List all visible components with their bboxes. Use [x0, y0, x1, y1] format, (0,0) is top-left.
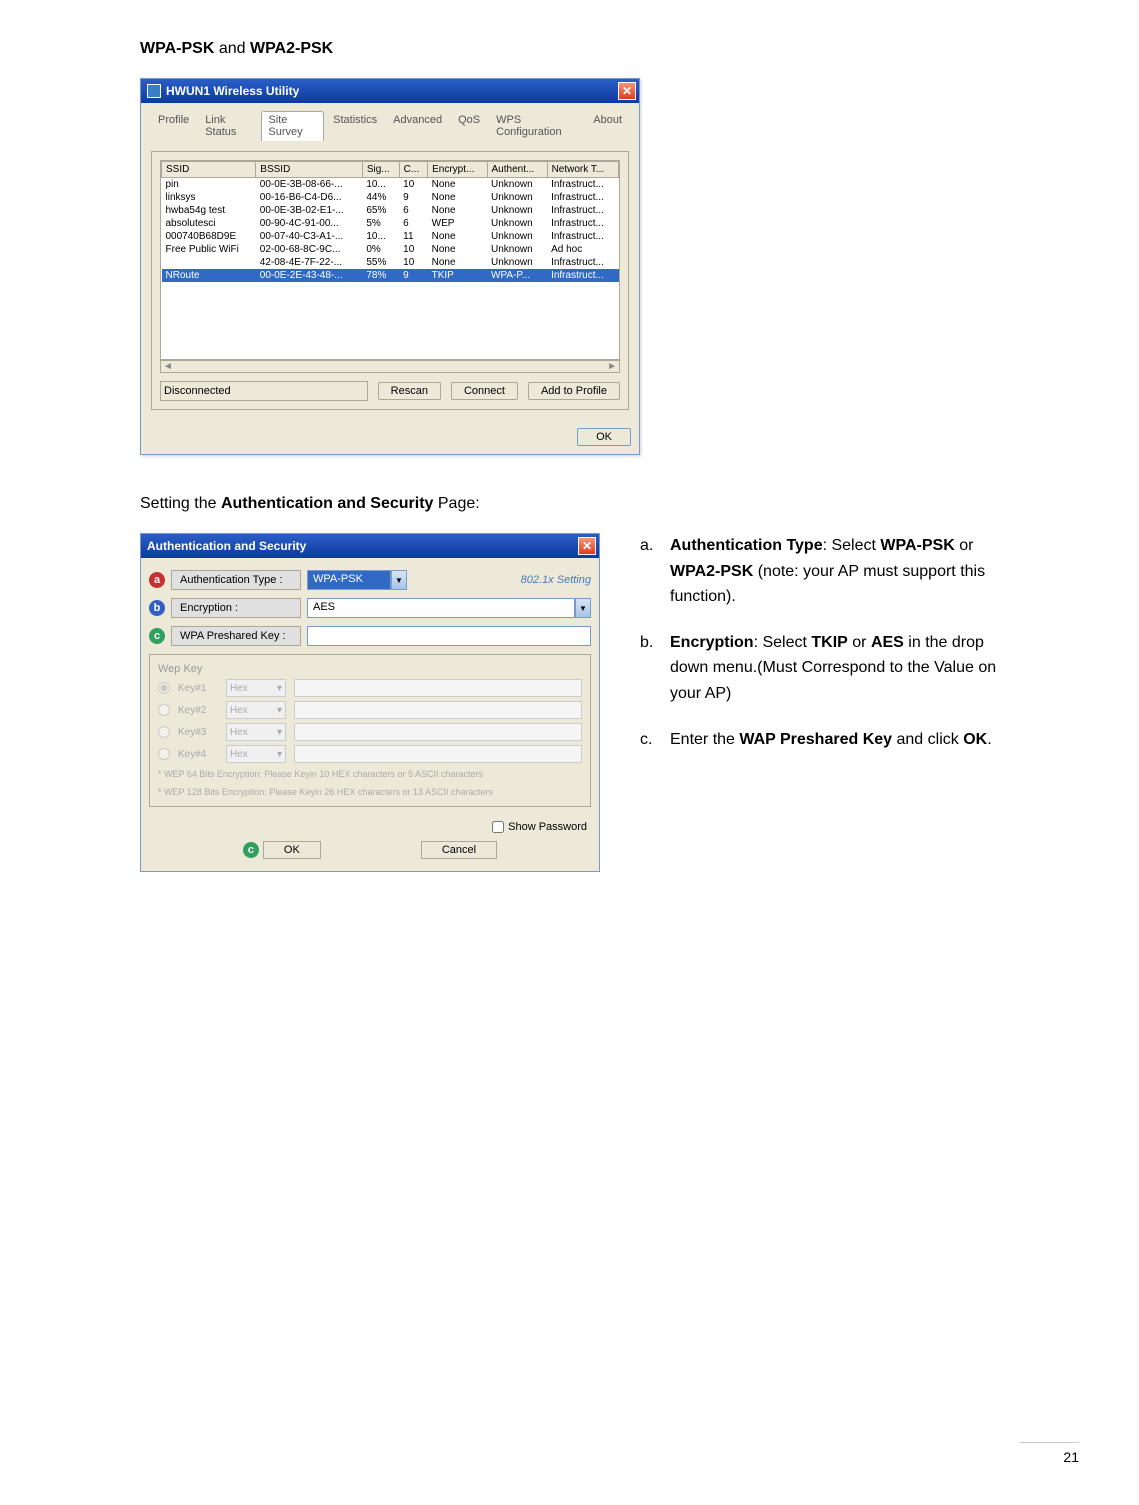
subtitle: Setting the Authentication and Security …: [140, 495, 999, 513]
close-button[interactable]: ✕: [618, 82, 636, 100]
section-title: WPA-PSK and WPA2-PSK: [140, 40, 999, 58]
wep-key-row: Key#3 Hex▾: [158, 723, 582, 741]
wep-key-label: Key#3: [178, 727, 218, 738]
window-icon: [147, 84, 161, 98]
auth-window-title: Authentication and Security: [147, 539, 306, 553]
tab-link-status[interactable]: Link Status: [198, 111, 259, 141]
table-row[interactable]: absolutesci00-90-4C-91-00...5%6WEPUnknow…: [162, 217, 619, 230]
rescan-button[interactable]: Rescan: [378, 382, 441, 400]
ok-button[interactable]: OK: [577, 428, 631, 446]
table-row[interactable]: linksys00-16-B6-C4-D6...44%9NoneUnknownI…: [162, 191, 619, 204]
col-encrypt[interactable]: Encrypt...: [428, 162, 487, 178]
connect-button[interactable]: Connect: [451, 382, 518, 400]
auth-cancel-button[interactable]: Cancel: [421, 841, 497, 859]
preshared-key-input[interactable]: [307, 626, 591, 646]
wep-hint-2: * WEP 128 Bits Encryption: Please Keyin …: [158, 787, 582, 799]
window-title: HWUN1 Wireless Utility: [166, 84, 299, 98]
instruction-b: b. Encryption: Select TKIP or AES in the…: [640, 630, 999, 707]
encryption-label: Encryption :: [171, 598, 301, 618]
table-row[interactable]: Free Public WiFi02-00-68-8C-9C...0%10Non…: [162, 243, 619, 256]
auth-type-value[interactable]: WPA-PSK: [307, 570, 391, 590]
tab-advanced[interactable]: Advanced: [386, 111, 449, 141]
tab-about[interactable]: About: [586, 111, 629, 141]
wireless-utility-window: HWUN1 Wireless Utility ✕ Profile Link St…: [140, 78, 640, 455]
auth-type-dropdown-arrow[interactable]: ▼: [391, 570, 407, 590]
wep-key-input: [294, 745, 582, 763]
wep-type-select: Hex▾: [226, 701, 286, 719]
title-bold-2: WPA2-PSK: [250, 40, 333, 57]
wep-radio: [158, 704, 170, 716]
wep-key-row: Key#1 Hex▾: [158, 679, 582, 697]
col-signal[interactable]: Sig...: [362, 162, 399, 178]
wep-key-label: Key#4: [178, 749, 218, 760]
preshared-key-label: WPA Preshared Key :: [171, 626, 301, 646]
instructions: a. Authentication Type: Select WPA-PSK o…: [640, 533, 999, 772]
titlebar: HWUN1 Wireless Utility ✕: [141, 79, 639, 103]
auth-titlebar: Authentication and Security ✕: [141, 534, 599, 558]
scroll-left-icon[interactable]: ◄: [163, 361, 173, 372]
wep-key-input: [294, 679, 582, 697]
tab-site-survey[interactable]: Site Survey: [261, 111, 324, 141]
tab-profile[interactable]: Profile: [151, 111, 196, 141]
add-to-profile-button[interactable]: Add to Profile: [528, 382, 620, 400]
marker-b: b: [149, 600, 165, 616]
wep-key-row: Key#2 Hex▾: [158, 701, 582, 719]
tab-qos[interactable]: QoS: [451, 111, 487, 141]
encryption-value[interactable]: AES: [307, 598, 575, 618]
show-password-label: Show Password: [508, 821, 587, 833]
page-number: 21: [1019, 1442, 1079, 1465]
title-bold-1: WPA-PSK: [140, 40, 214, 57]
wep-radio: [158, 748, 170, 760]
wep-type-select: Hex▾: [226, 745, 286, 763]
link-8021x: 802.1x Setting: [521, 574, 591, 586]
wep-type-select: Hex▾: [226, 723, 286, 741]
show-password-checkbox[interactable]: [492, 821, 504, 833]
wep-key-input: [294, 723, 582, 741]
wep-hint-1: * WEP 64 Bits Encryption: Please Keyin 1…: [158, 769, 582, 781]
auth-close-button[interactable]: ✕: [578, 537, 596, 555]
table-row[interactable]: 000740B68D9E00-07-40-C3-A1-...10...11Non…: [162, 230, 619, 243]
scroll-bar[interactable]: ◄ ►: [160, 360, 620, 373]
auth-security-window: Authentication and Security ✕ a Authenti…: [140, 533, 600, 872]
col-network[interactable]: Network T...: [547, 162, 618, 178]
table-row[interactable]: 42-08-4E-7F-22-...55%10NoneUnknownInfras…: [162, 256, 619, 269]
tab-wps[interactable]: WPS Configuration: [489, 111, 584, 141]
tab-statistics[interactable]: Statistics: [326, 111, 384, 141]
wep-radio: [158, 682, 170, 694]
table-row[interactable]: hwba54g test00-0E-3B-02-E1-...65%6NoneUn…: [162, 204, 619, 217]
wep-radio: [158, 726, 170, 738]
marker-c: c: [149, 628, 165, 644]
col-ssid[interactable]: SSID: [162, 162, 256, 178]
scroll-right-icon[interactable]: ►: [607, 361, 617, 372]
tabs: Profile Link Status Site Survey Statisti…: [141, 103, 639, 141]
auth-type-label: Authentication Type :: [171, 570, 301, 590]
marker-c-ok: c: [243, 842, 259, 858]
wep-key-row: Key#4 Hex▾: [158, 745, 582, 763]
instruction-c: c. Enter the WAP Preshared Key and click…: [640, 727, 999, 753]
network-list[interactable]: SSID BSSID Sig... C... Encrypt... Authen…: [160, 160, 620, 360]
wep-panel: Wep Key Key#1 Hex▾ Key#2 Hex▾ Key#3 Hex▾…: [149, 654, 591, 807]
connection-status: Disconnected: [160, 381, 368, 401]
col-bssid[interactable]: BSSID: [256, 162, 363, 178]
encryption-dropdown-arrow[interactable]: ▼: [575, 598, 591, 618]
wep-key-label: Key#1: [178, 683, 218, 694]
wep-type-select: Hex▾: [226, 679, 286, 697]
table-row[interactable]: pin00-0E-3B-08-66-...10...10NoneUnknownI…: [162, 178, 619, 192]
col-auth[interactable]: Authent...: [487, 162, 547, 178]
auth-ok-button[interactable]: OK: [263, 841, 321, 859]
col-channel[interactable]: C...: [399, 162, 427, 178]
instruction-a: a. Authentication Type: Select WPA-PSK o…: [640, 533, 999, 610]
wep-key-input: [294, 701, 582, 719]
marker-a: a: [149, 572, 165, 588]
table-row[interactable]: NRoute00-0E-2E-43-48-...78%9TKIPWPA-P...…: [162, 269, 619, 282]
wep-title: Wep Key: [158, 663, 582, 675]
wep-key-label: Key#2: [178, 705, 218, 716]
